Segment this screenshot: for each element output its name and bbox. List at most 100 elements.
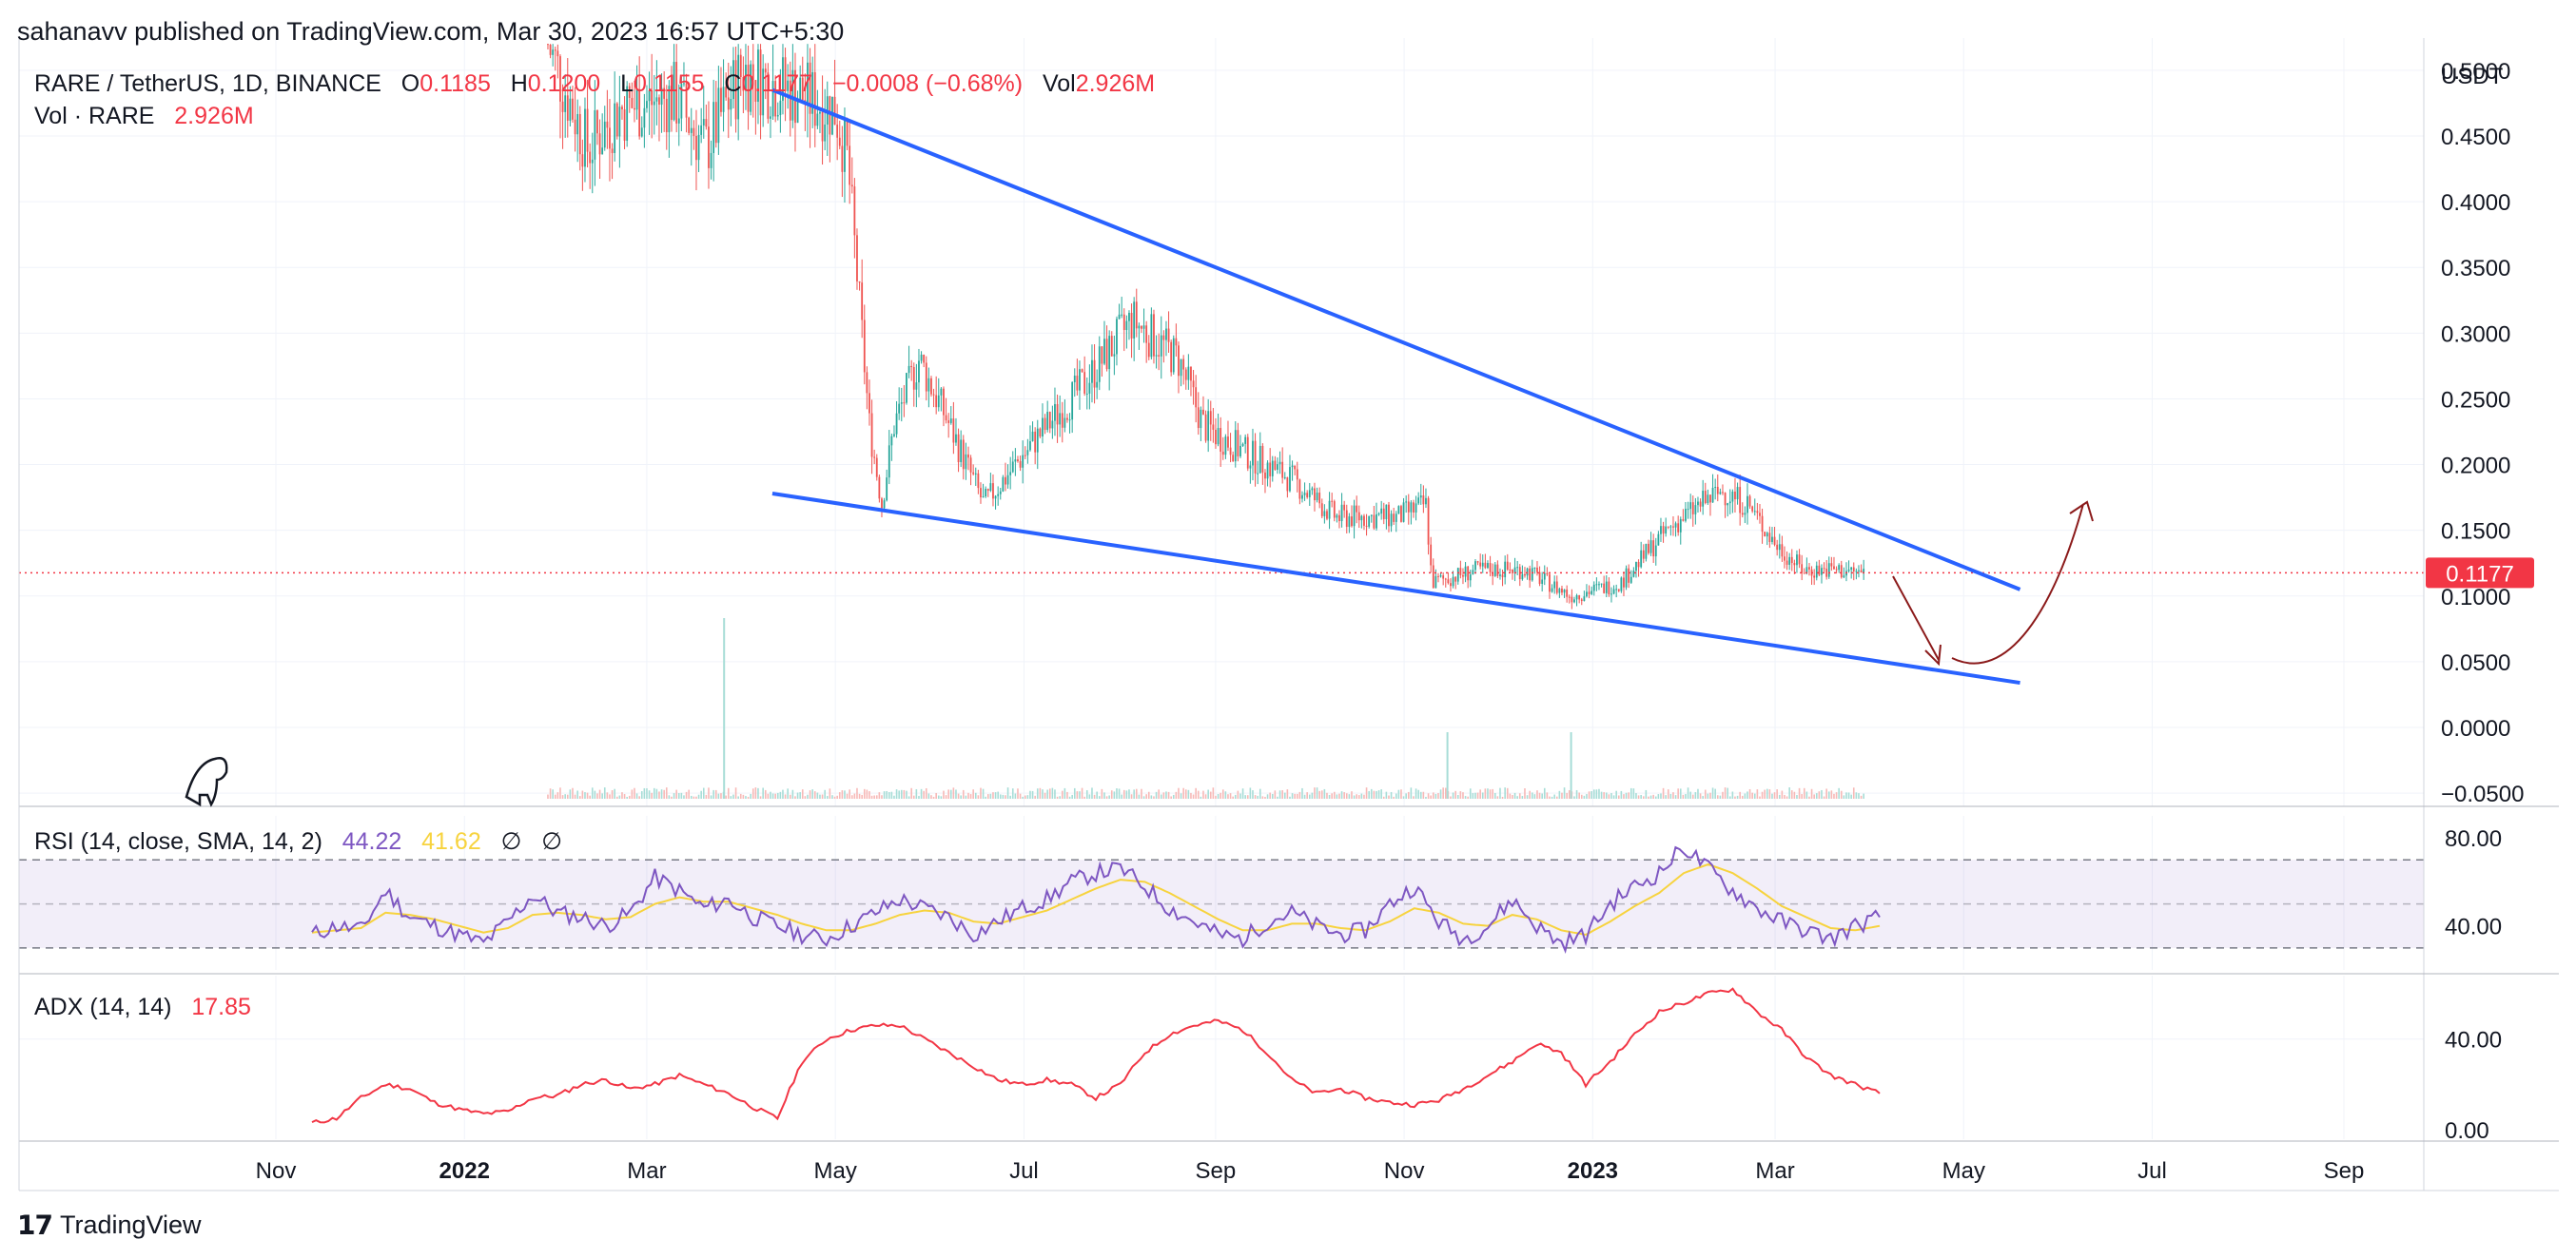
- volume-bar: [1118, 788, 1121, 799]
- volume-bar: [883, 791, 886, 799]
- candle-body: [634, 107, 635, 110]
- volume-bar: [1155, 791, 1158, 799]
- volume-bar: [1234, 794, 1237, 799]
- volume-bar: [1768, 789, 1771, 799]
- volume-bar: [1039, 787, 1042, 799]
- candle-body: [1259, 445, 1261, 474]
- lower-trendline[interactable]: [771, 491, 2020, 686]
- candle-body: [873, 456, 876, 458]
- volume-bar: [1314, 787, 1316, 799]
- candle-body: [1085, 393, 1088, 395]
- candle-body: [725, 87, 728, 98]
- volume-bar: [578, 796, 581, 799]
- candle-body: [1825, 569, 1828, 577]
- volume-bar: [1207, 789, 1209, 799]
- candle-body: [1776, 544, 1779, 551]
- volume-bar: [1178, 787, 1180, 799]
- adx-legend-label[interactable]: ADX (14, 14): [34, 994, 172, 1020]
- footer-brand[interactable]: 𝟭𝟳 TradingView: [17, 1210, 202, 1241]
- volume-bar: [1773, 792, 1776, 799]
- volume-bar: [1600, 791, 1603, 799]
- candle-body: [1113, 354, 1116, 357]
- candle-body: [999, 491, 1002, 494]
- candle-body: [1237, 430, 1239, 456]
- volume-bar: [999, 794, 1002, 799]
- volume-bar: [1261, 796, 1264, 799]
- upper-trendline[interactable]: [771, 87, 2021, 591]
- volume-bar: [594, 790, 596, 799]
- volume-bar: [1598, 788, 1600, 799]
- volume-bar: [591, 787, 594, 799]
- candle-body: [1586, 591, 1588, 597]
- close-value: 0.1177: [741, 70, 813, 97]
- volume-bar: [1588, 791, 1590, 799]
- candle-body: [1808, 567, 1810, 570]
- rsi-legend-label[interactable]: RSI (14, close, SMA, 14, 2): [34, 828, 322, 855]
- volume-bar: [549, 788, 552, 799]
- volume-bar: [826, 796, 829, 799]
- candle-body: [1301, 494, 1303, 499]
- candle-body: [1571, 596, 1573, 603]
- candle-body: [1818, 565, 1821, 575]
- volume-bar: [767, 793, 770, 799]
- volume-bar: [831, 795, 833, 799]
- candle-body: [903, 402, 906, 404]
- volume-bar: [1172, 794, 1175, 799]
- volume-bar: [1728, 796, 1731, 799]
- candle-body: [1165, 328, 1167, 340]
- volume-bar: [1704, 789, 1707, 799]
- volume-legend-label[interactable]: Vol · RARE: [34, 103, 155, 129]
- candle-body: [589, 151, 592, 164]
- candle-body: [1167, 328, 1170, 342]
- volume-bar: [1722, 791, 1724, 799]
- volume-bar: [1373, 790, 1376, 799]
- volume-bar: [1674, 795, 1677, 799]
- candle-body: [1697, 501, 1699, 506]
- candle-body: [705, 119, 708, 127]
- volume-bar: [920, 788, 923, 799]
- candle-body: [932, 394, 935, 396]
- volume-bar: [1563, 787, 1566, 799]
- volume-bar: [742, 794, 745, 799]
- candle-body: [702, 119, 705, 126]
- candle-body: [1518, 567, 1521, 580]
- volume-bar: [846, 793, 849, 799]
- candle-body: [1474, 561, 1476, 571]
- candle-body: [626, 86, 629, 141]
- volume-bar: [1504, 787, 1506, 799]
- candle-body: [952, 418, 955, 443]
- candle-body: [559, 56, 561, 102]
- volume-bar: [770, 791, 771, 799]
- candle-body: [660, 87, 663, 106]
- candle-body: [1298, 479, 1301, 499]
- volume-bar: [1860, 795, 1863, 799]
- candle-body: [591, 159, 594, 164]
- candle-body: [1348, 516, 1351, 528]
- candle-body: [784, 57, 787, 91]
- candle-body: [1516, 567, 1519, 569]
- volume-bar: [1592, 789, 1595, 799]
- rsi-value: 44.22: [342, 828, 402, 855]
- volume-bar: [1138, 794, 1141, 799]
- volume-bar: [1833, 793, 1835, 799]
- volume-bar: [559, 787, 561, 799]
- volume-bar: [1165, 791, 1167, 799]
- volume-bar: [1529, 790, 1531, 799]
- volume-bar: [1484, 788, 1487, 799]
- candle-body: [717, 87, 720, 144]
- projection-arrow-up[interactable]: [1951, 503, 2084, 665]
- time-tick-label: May: [814, 1158, 857, 1184]
- candle-body: [1014, 459, 1017, 462]
- candle-body: [646, 101, 648, 108]
- candle-body: [1390, 513, 1393, 527]
- candle-body: [1546, 572, 1549, 575]
- volume-bar: [739, 793, 742, 799]
- candle-body: [918, 360, 920, 383]
- symbol-label[interactable]: RARE / TetherUS, 1D, BINANCE: [34, 70, 381, 97]
- projection-arrow-down[interactable]: [1892, 575, 1940, 661]
- candle-body: [1642, 550, 1645, 559]
- volume-bar: [1803, 787, 1805, 799]
- volume-bar: [1266, 794, 1269, 799]
- volume-bar: [829, 788, 831, 799]
